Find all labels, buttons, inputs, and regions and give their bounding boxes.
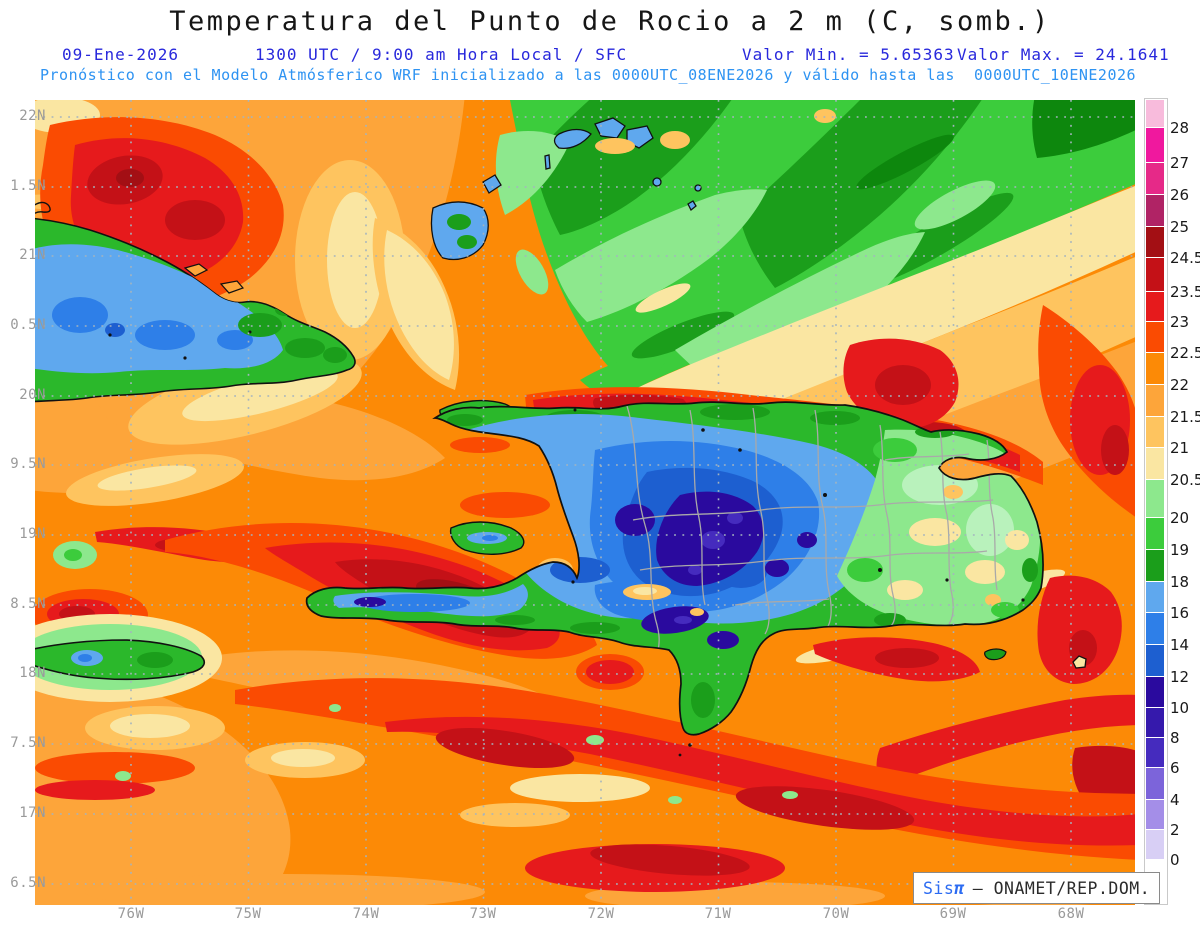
- map-area: [35, 100, 1135, 905]
- colorbar-segment: [1146, 353, 1164, 385]
- lat-tick-label: 9.5N: [10, 456, 46, 472]
- colorbar-tick-label: 16: [1170, 604, 1190, 622]
- lat-tick-label: 22N: [19, 108, 46, 124]
- colorbar-tick-label: 19: [1170, 541, 1190, 559]
- lon-tick-label: 71W: [704, 906, 732, 922]
- lat-tick-label: 21N: [19, 247, 46, 263]
- colorbar-segment: [1146, 645, 1164, 677]
- colorbar-segment: [1146, 292, 1164, 322]
- header-time-info: 1300 UTC / 9:00 am Hora Local / SFC: [255, 45, 628, 64]
- colorbar-tick-label: 21: [1170, 439, 1190, 457]
- colorbar-tick-label: 20: [1170, 509, 1190, 527]
- lon-tick-label: 69W: [939, 906, 967, 922]
- gonave-island: [449, 521, 525, 555]
- colorbar-tick-label: 2: [1170, 821, 1180, 839]
- lat-tick-label: 18N: [19, 665, 46, 681]
- header-forecast-line: Pronóstico con el Modelo Atmósferico WRF…: [40, 66, 1137, 84]
- colorbar-segment: [1146, 417, 1164, 448]
- lat-tick-label: 0.5N: [10, 317, 46, 333]
- colorbar-segment: [1146, 800, 1164, 830]
- colorbar-tick-label: 22: [1170, 376, 1190, 394]
- jamaica-landmass: [35, 614, 222, 702]
- colorbar-tick-label: 23: [1170, 313, 1190, 331]
- colorbar-segment: [1146, 195, 1164, 227]
- lat-tick-label: 20N: [19, 387, 46, 403]
- colorbar-segment: [1146, 100, 1164, 128]
- colorbar-tick-label: 25: [1170, 218, 1190, 236]
- colorbar-tick-label: 12: [1170, 668, 1190, 686]
- colorbar-tick-label: 8: [1170, 729, 1180, 747]
- lat-tick-label: 17N: [19, 805, 46, 821]
- colorbar-segment: [1146, 830, 1164, 860]
- colorbar-tick-label: 24.5: [1170, 249, 1200, 267]
- colorbar-tick-label: 22.5: [1170, 344, 1200, 362]
- colorbar-tick-label: 23.5: [1170, 283, 1200, 301]
- lon-tick-label: 68W: [1057, 906, 1085, 922]
- colorbar-segment: [1146, 128, 1164, 163]
- lon-tick-label: 72W: [587, 906, 615, 922]
- watermark-brand: Sisπ: [923, 878, 965, 898]
- colorbar-tick-label: 14: [1170, 636, 1190, 654]
- hispaniola-landmass: [305, 401, 1044, 736]
- lon-tick-label: 70W: [822, 906, 850, 922]
- map-canvas: [35, 100, 1135, 905]
- lon-tick-label: 75W: [234, 906, 262, 922]
- lon-tick-label: 74W: [352, 906, 380, 922]
- colorbar-segment: [1146, 480, 1164, 518]
- colorbar-segment: [1146, 258, 1164, 292]
- colorbar-segment: [1146, 448, 1164, 480]
- town-dots: [571, 408, 1025, 602]
- colorbar-legend: [1144, 98, 1168, 905]
- colorbar-segment: [1146, 163, 1164, 195]
- colorbar-tick-label: 0: [1170, 851, 1180, 869]
- colorbar-tick-label: 6: [1170, 759, 1180, 777]
- colorbar-tick-label: 28: [1170, 119, 1190, 137]
- header-max-value: Valor Max. = 24.1641: [957, 45, 1170, 64]
- lon-tick-label: 76W: [117, 906, 145, 922]
- lat-tick-label: 1.5N: [10, 178, 46, 194]
- lat-tick-label: 19N: [19, 526, 46, 542]
- colorbar-segment: [1146, 768, 1164, 800]
- bahamas-islands: [430, 117, 702, 261]
- colorbar-tick-label: 27: [1170, 154, 1190, 172]
- colorbar-segment: [1146, 708, 1164, 738]
- cuba-landmass: [35, 201, 356, 403]
- colorbar-tick-label: 21.5: [1170, 408, 1200, 426]
- colorbar-segment: [1146, 550, 1164, 582]
- watermark-org: – ONAMET/REP.DOM.: [972, 878, 1151, 898]
- colorbar-segment: [1146, 322, 1164, 353]
- lon-tick-label: 73W: [469, 906, 497, 922]
- lat-tick-label: 8.5N: [10, 596, 46, 612]
- province-borders: [626, 405, 998, 661]
- colorbar-tick-label: 20.5: [1170, 471, 1200, 489]
- colorbar-segment: [1146, 738, 1164, 768]
- colorbar-tick-label: 26: [1170, 186, 1190, 204]
- watermark-box: Sisπ – ONAMET/REP.DOM.: [913, 872, 1161, 904]
- colorbar-segment: [1146, 613, 1164, 645]
- colorbar-segment: [1146, 227, 1164, 258]
- lat-tick-label: 7.5N: [10, 735, 46, 751]
- colorbar-tick-label: 18: [1170, 573, 1190, 591]
- colorbar-tick-label: 4: [1170, 791, 1180, 809]
- colorbar-tick-label: 10: [1170, 699, 1190, 717]
- colorbar-segment: [1146, 582, 1164, 613]
- page-title: Temperatura del Punto de Rocio a 2 m (C,…: [169, 6, 1051, 37]
- header-min-value: Valor Min. = 5.65363: [742, 45, 955, 64]
- colorbar-segment: [1146, 677, 1164, 708]
- colorbar-segment: [1146, 385, 1164, 417]
- lat-tick-label: 6.5N: [10, 875, 46, 891]
- small-islands: [678, 648, 1087, 757]
- header-date: 09-Ene-2026: [62, 45, 179, 64]
- colorbar-segment: [1146, 518, 1164, 550]
- gridlines: [35, 100, 1135, 905]
